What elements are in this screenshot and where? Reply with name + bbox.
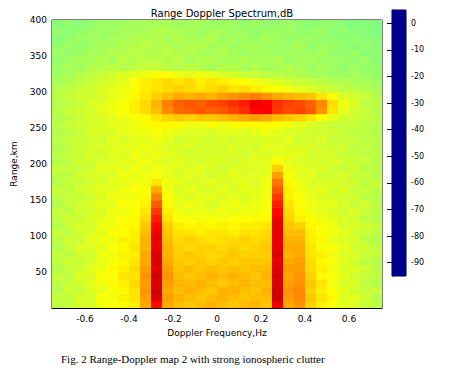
svg-text:-0.2: -0.2 xyxy=(164,314,182,324)
svg-text:Fig. 2 Range-Doppler map 2 wit: Fig. 2 Range-Doppler map 2 with strong i… xyxy=(61,353,325,365)
svg-text:0: 0 xyxy=(214,314,220,324)
svg-text:100: 100 xyxy=(30,231,47,241)
svg-text:-80: -80 xyxy=(411,232,424,241)
svg-text:150: 150 xyxy=(30,195,47,205)
svg-text:-30: -30 xyxy=(411,99,424,108)
svg-text:-70: -70 xyxy=(411,205,424,214)
svg-text:Doppler Frequency,Hz: Doppler Frequency,Hz xyxy=(167,328,267,338)
svg-text:300: 300 xyxy=(30,87,47,97)
svg-text:200: 200 xyxy=(30,159,47,169)
svg-text:250: 250 xyxy=(30,123,47,133)
svg-text:-60: -60 xyxy=(411,178,424,187)
svg-text:0.4: 0.4 xyxy=(298,314,313,324)
svg-text:-0.6: -0.6 xyxy=(76,314,94,324)
svg-text:0.6: 0.6 xyxy=(342,314,357,324)
svg-text:Range Doppler Spectrum,dB: Range Doppler Spectrum,dB xyxy=(151,8,294,19)
svg-text:50: 50 xyxy=(36,267,48,277)
svg-text:-0.4: -0.4 xyxy=(120,314,138,324)
svg-text:-10: -10 xyxy=(411,45,424,54)
svg-text:0: 0 xyxy=(411,19,416,28)
svg-text:-40: -40 xyxy=(411,125,424,134)
svg-text:-50: -50 xyxy=(411,152,424,161)
svg-text:0.2: 0.2 xyxy=(254,314,268,324)
svg-text:400: 400 xyxy=(30,15,47,25)
svg-text:Range,km: Range,km xyxy=(9,141,19,186)
svg-text:-20: -20 xyxy=(411,72,424,81)
svg-text:-90: -90 xyxy=(411,258,424,267)
svg-text:350: 350 xyxy=(30,51,47,61)
